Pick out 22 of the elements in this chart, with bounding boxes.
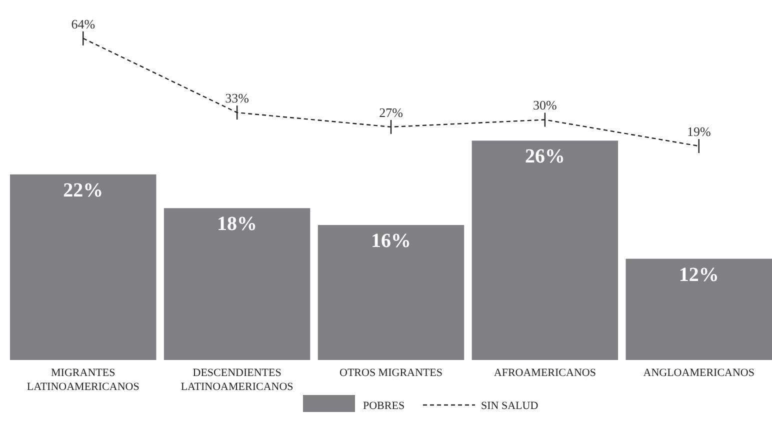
x-tick-label: DESCENDIENTES LATINOAMERICANOS: [180, 367, 294, 393]
bar: [318, 225, 464, 360]
data-label: 27%: [379, 104, 404, 120]
data-label: 22%: [63, 179, 104, 202]
bar: [472, 140, 618, 360]
data-label: 26%: [524, 146, 565, 168]
x-tick-label: OTROS MIGRANTES: [340, 367, 442, 379]
bar: [626, 258, 772, 360]
data-label: 19%: [686, 124, 711, 140]
x-tick-label: AFROAMERICANOS: [494, 367, 596, 379]
data-label: 64%: [71, 16, 96, 32]
legend-label: POBRES: [363, 400, 405, 412]
bar: [10, 174, 156, 360]
x-tick-label: MIGRANTES LATINOAMERICANOS: [26, 367, 140, 393]
x-tick-label: ANGLOAMERICANOS: [643, 367, 754, 379]
data-label: 30%: [533, 98, 558, 113]
data-label: 18%: [217, 213, 258, 236]
data-label: 16%: [371, 230, 411, 252]
data-label: 12%: [678, 264, 719, 286]
bar: [164, 208, 310, 360]
data-label: 33%: [225, 90, 250, 106]
legend-label: SIN SALUD: [481, 400, 538, 412]
